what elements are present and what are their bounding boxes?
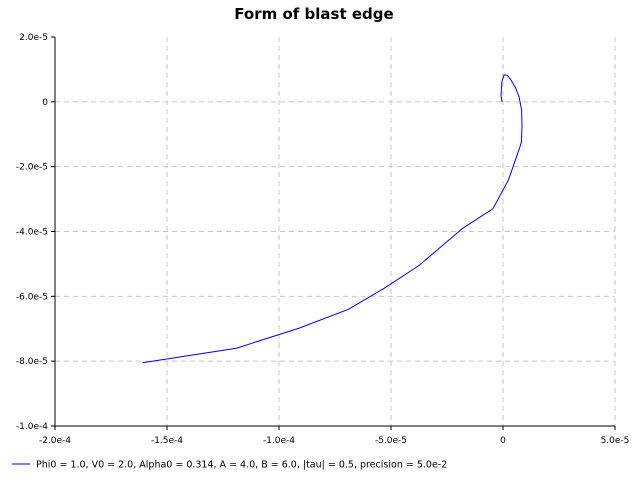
- grid-layer: [55, 37, 616, 426]
- series-layer: [142, 74, 523, 364]
- y-tick-label: -8.0e-5: [16, 357, 48, 367]
- chart-title: Form of blast edge: [234, 5, 393, 23]
- x-tick-label: -1.0e-4: [263, 436, 295, 446]
- y-tick-label: -2.0e-5: [16, 163, 48, 173]
- y-tick-label: -1.0e-4: [16, 422, 48, 432]
- x-tick-label: -5.0e-5: [375, 436, 407, 446]
- x-tick-label: 0: [500, 436, 506, 446]
- legend: Phi0 = 1.0, V0 = 2.0, Alpha0 = 0.314, A …: [12, 460, 447, 471]
- x-tick-label: -2.0e-4: [39, 436, 71, 446]
- series-line: [142, 74, 523, 364]
- x-tick-label: -1.5e-4: [151, 436, 183, 446]
- y-tick-label: 2.0e-5: [19, 33, 48, 43]
- axis-layer: -2.0e-4 -1.5e-4 -1.0e-4 -5.0e-5 0 5.0e-5 2.0e-…: [16, 33, 629, 446]
- y-tick-label: -4.0e-5: [16, 228, 48, 238]
- y-tick-label: -6.0e-5: [16, 292, 48, 302]
- x-tick-label: 5.0e-5: [601, 436, 630, 446]
- y-tick-label: 0: [42, 98, 48, 108]
- legend-label: Phi0 = 1.0, V0 = 2.0, Alpha0 = 0.314, A …: [36, 460, 447, 471]
